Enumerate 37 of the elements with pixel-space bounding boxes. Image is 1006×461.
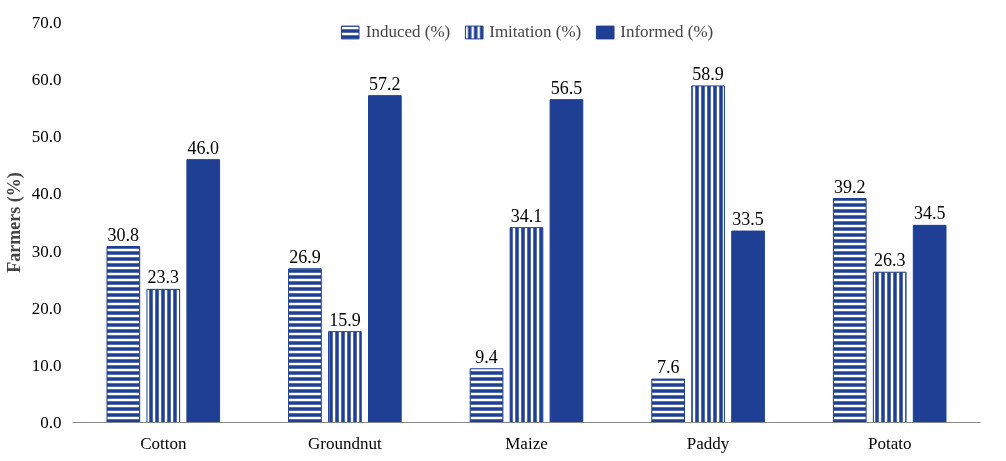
- bar: [368, 95, 402, 423]
- x-tick-label: Cotton: [140, 433, 187, 453]
- y-tick-label: 70.0: [31, 13, 62, 32]
- bar: [186, 159, 221, 423]
- y-tick-label: 0.0: [40, 413, 62, 432]
- data-label: 58.9: [692, 63, 724, 84]
- bar: [912, 224, 947, 423]
- legend-label: Induced (%): [365, 22, 451, 42]
- data-label: 39.2: [834, 176, 866, 197]
- bar: [731, 230, 765, 423]
- y-tick-label: 30.0: [31, 241, 62, 261]
- data-label: 56.5: [550, 77, 583, 98]
- data-label: 15.9: [329, 309, 361, 330]
- data-label: 9.4: [475, 346, 498, 367]
- x-tick-label: Paddy: [686, 433, 730, 453]
- data-label: 30.8: [107, 224, 140, 245]
- data-label: 57.2: [369, 73, 401, 94]
- y-tick-label: 60.0: [31, 70, 62, 90]
- data-label: 26.9: [289, 246, 321, 267]
- data-label: 46.0: [187, 137, 219, 158]
- data-label: 34.1: [510, 205, 543, 226]
- data-label: 23.3: [147, 267, 180, 288]
- data-label: 7.6: [656, 357, 680, 378]
- y-axis-title: Farmers (%): [3, 172, 25, 273]
- y-tick-label: 50.0: [31, 127, 62, 147]
- y-tick-label: 40.0: [31, 184, 62, 204]
- legend-label: Imitation (%): [489, 22, 582, 42]
- bar: [549, 99, 584, 423]
- data-label: 34.5: [913, 203, 946, 224]
- x-tick-label: Groundnut: [308, 433, 383, 453]
- x-tick-label: Maize: [505, 433, 548, 453]
- data-label: 26.3: [873, 250, 906, 271]
- x-tick-label: Potato: [867, 433, 912, 453]
- data-label: 33.5: [732, 209, 764, 230]
- legend-label: Informed (%): [620, 22, 714, 42]
- y-tick-label: 20.0: [31, 298, 62, 318]
- y-tick-label: 10.0: [31, 355, 62, 375]
